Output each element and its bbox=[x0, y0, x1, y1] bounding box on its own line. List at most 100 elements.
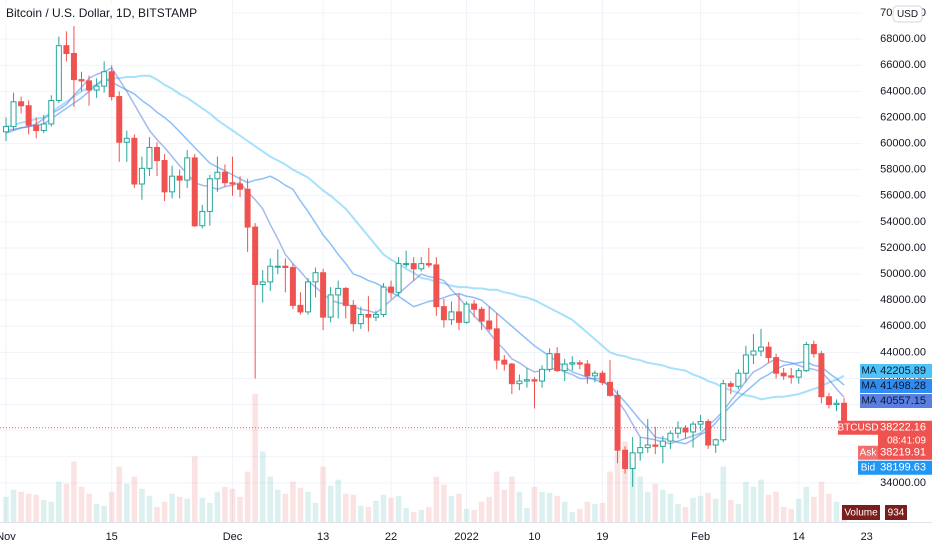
volume-bar bbox=[335, 479, 341, 522]
candle-body bbox=[584, 363, 591, 377]
candle-body bbox=[705, 421, 712, 446]
ma-value-box bbox=[878, 394, 932, 409]
candle-body bbox=[629, 452, 636, 469]
bid-box bbox=[878, 460, 932, 475]
ma-tag-name: MA bbox=[862, 396, 877, 407]
volume-bar bbox=[705, 492, 711, 522]
bid-value: 38199.63 bbox=[880, 462, 926, 474]
volume-bar bbox=[48, 501, 55, 522]
x-tick-label: 22 bbox=[385, 531, 397, 543]
volume-bar bbox=[629, 461, 636, 522]
volume-bar bbox=[448, 495, 455, 522]
candle-body bbox=[599, 372, 606, 383]
bid-label: Bid bbox=[861, 462, 875, 473]
volume-bar bbox=[101, 505, 107, 522]
y-tick-label: 34000.00 bbox=[880, 477, 926, 489]
volume-bar bbox=[139, 488, 145, 522]
volume-bar bbox=[463, 508, 470, 522]
x-tick-label: 10 bbox=[528, 531, 540, 543]
candle-body bbox=[289, 267, 296, 306]
candle-body bbox=[70, 53, 77, 81]
candle-body bbox=[365, 314, 372, 318]
volume-bar bbox=[410, 511, 417, 522]
candle-body bbox=[237, 183, 244, 190]
candle-body bbox=[742, 354, 749, 374]
candle-body bbox=[146, 146, 153, 169]
volume-value-box bbox=[885, 505, 907, 520]
candle-body bbox=[342, 287, 349, 306]
volume-bar bbox=[788, 508, 794, 522]
candle-body bbox=[833, 402, 840, 406]
candle-body bbox=[674, 427, 681, 434]
x-tick-label: Feb bbox=[691, 531, 710, 543]
candle-body bbox=[312, 272, 319, 283]
volume-bar bbox=[652, 483, 659, 522]
candle-body bbox=[478, 308, 485, 322]
candle-body bbox=[282, 265, 289, 269]
chart-title: Bitcoin / U.S. Dollar, 1D, BITSTAMP bbox=[6, 6, 197, 20]
title-bg bbox=[0, 4, 232, 24]
candle-body bbox=[825, 396, 832, 406]
last-price-box bbox=[878, 420, 932, 448]
volume-bar bbox=[690, 497, 696, 522]
candle-body bbox=[644, 444, 651, 449]
candle-body bbox=[780, 372, 787, 377]
volume-bar bbox=[237, 496, 243, 522]
candle-body bbox=[727, 383, 734, 387]
ma-line bbox=[5, 74, 845, 401]
candle-body bbox=[516, 380, 523, 385]
ma-tag-name: MA bbox=[862, 381, 877, 392]
volume-bar bbox=[478, 501, 485, 522]
candle-body bbox=[418, 263, 425, 270]
volume-bar bbox=[803, 486, 810, 522]
candle-body bbox=[274, 265, 281, 268]
volume-bar bbox=[146, 495, 153, 522]
candle-body bbox=[55, 45, 62, 101]
candle-body bbox=[697, 421, 704, 425]
candle-body bbox=[252, 226, 259, 285]
volume-bar bbox=[607, 471, 613, 522]
candle-body bbox=[116, 96, 123, 143]
x-tick-label: 13 bbox=[317, 531, 329, 543]
volume-bar bbox=[267, 476, 274, 522]
candle-body bbox=[229, 182, 236, 185]
candle-body bbox=[810, 344, 817, 355]
y-tick-label: 56000.00 bbox=[880, 190, 926, 202]
ma-value-box bbox=[878, 364, 932, 379]
ma-tag bbox=[860, 364, 878, 379]
ma-tag bbox=[860, 394, 878, 409]
volume-bar bbox=[426, 506, 432, 522]
symbol-tag-text: BTCUSD bbox=[837, 422, 878, 433]
candle-body bbox=[388, 286, 395, 293]
candle-body bbox=[380, 286, 387, 316]
candle-body bbox=[652, 444, 659, 447]
candle-body bbox=[637, 447, 644, 454]
candle-body bbox=[138, 167, 145, 185]
volume-bar bbox=[546, 492, 553, 522]
candle-body bbox=[456, 311, 462, 323]
volume-bar bbox=[433, 476, 440, 522]
candle-body bbox=[221, 171, 228, 184]
volume-bar bbox=[456, 493, 462, 522]
volume-bar bbox=[471, 509, 477, 522]
volume-bar bbox=[161, 501, 168, 522]
volume-bar bbox=[312, 502, 319, 522]
candle-body bbox=[40, 123, 47, 131]
volume-bar bbox=[554, 495, 560, 522]
candle-body bbox=[184, 157, 191, 181]
candle-body bbox=[788, 375, 795, 378]
candle-body bbox=[297, 304, 304, 313]
volume-bar bbox=[493, 471, 500, 522]
volume-bar bbox=[86, 493, 92, 522]
volume-bar bbox=[108, 491, 115, 522]
volume-bar bbox=[56, 481, 62, 522]
candle-body bbox=[199, 210, 206, 227]
candle-body bbox=[591, 372, 598, 377]
candle-body bbox=[501, 359, 508, 365]
symbol-tag bbox=[838, 420, 878, 435]
ma-value: 40557.15 bbox=[880, 395, 926, 407]
volume-bar bbox=[524, 507, 530, 522]
candle-body bbox=[758, 346, 764, 352]
y-tick-label: 64000.00 bbox=[880, 85, 926, 97]
